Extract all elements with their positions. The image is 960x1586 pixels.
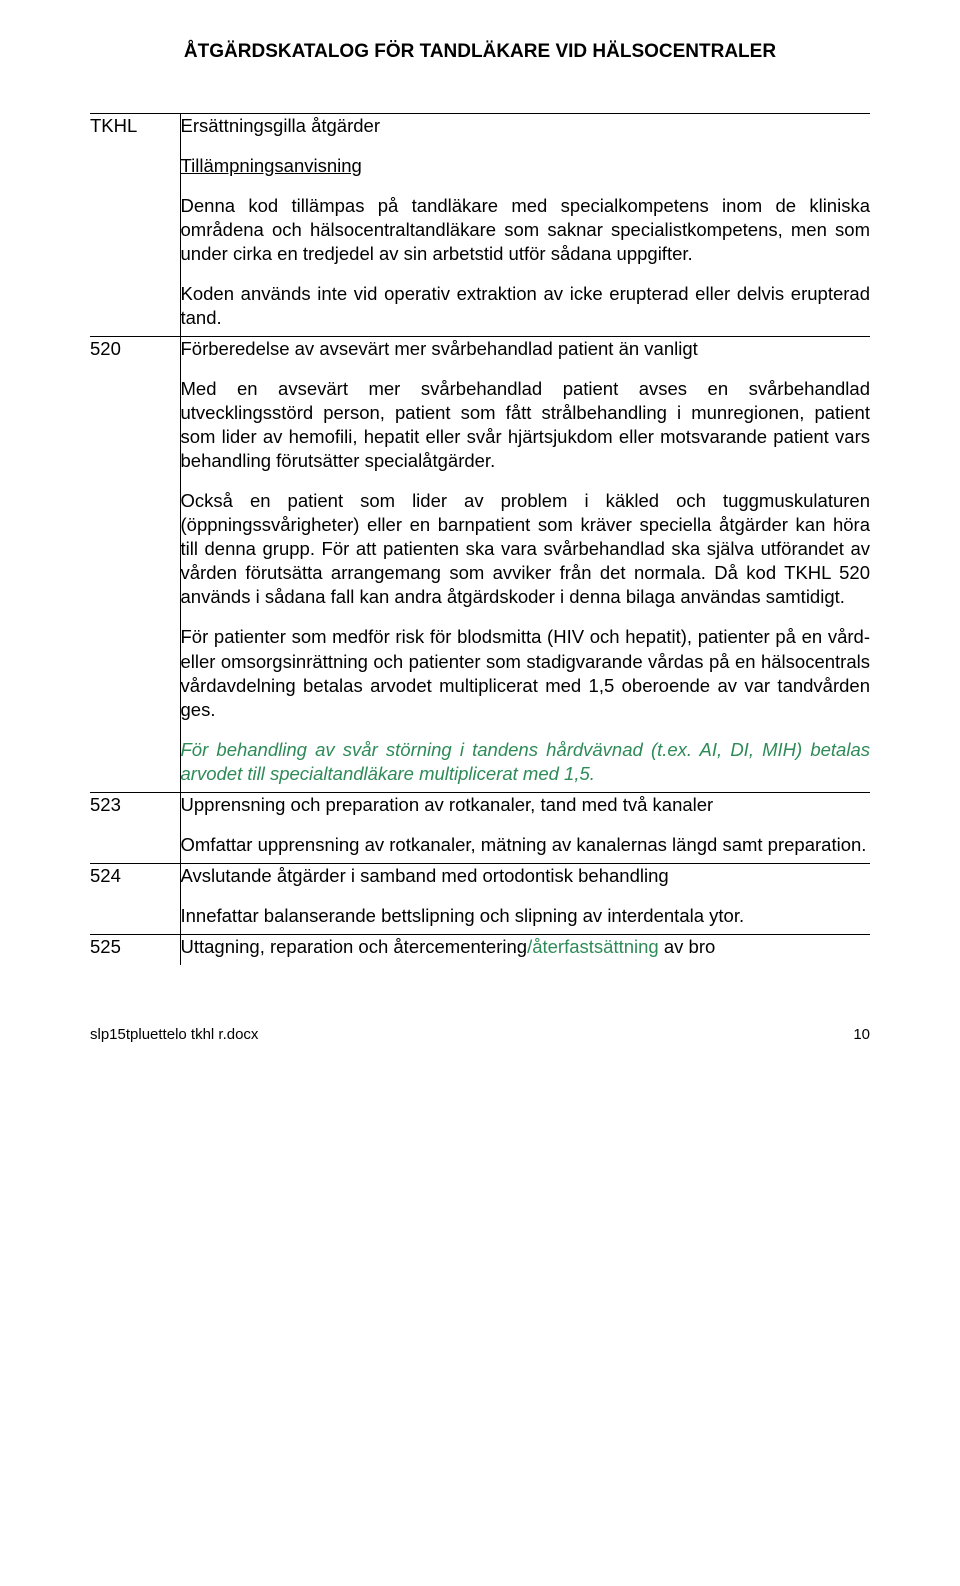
content-cell: Uttagning, reparation och återcementerin… [180, 934, 870, 965]
paragraph: Koden används inte vid operativ extrakti… [181, 282, 871, 330]
footer-filename: slp15tpluettelo tkhl r.docx [90, 1025, 258, 1045]
paragraph: Omfattar upprensning av rotkanaler, mätn… [181, 833, 871, 857]
page-footer: slp15tpluettelo tkhl r.docx 10 [90, 1025, 870, 1045]
row-title: Upprensning och preparation av rotkanale… [181, 793, 871, 817]
title-part-highlight: /återfastsättning [527, 936, 659, 957]
code-cell: 525 [90, 934, 180, 965]
table-row: TKHL Ersättningsgilla åtgärder Tillämpni… [90, 113, 870, 336]
footer-page-number: 10 [853, 1025, 870, 1045]
code-cell: TKHL [90, 113, 180, 336]
row-title: Avslutande åtgärder i samband med ortodo… [181, 864, 871, 888]
code-cell: 523 [90, 792, 180, 863]
page-header: ÅTGÄRDSKATALOG FÖR TANDLÄKARE VID HÄLSOC… [90, 40, 870, 65]
title-part: Uttagning, reparation och återcementerin… [181, 936, 528, 957]
content-cell: Förberedelse av avsevärt mer svårbehandl… [180, 337, 870, 793]
row-title: Förberedelse av avsevärt mer svårbehandl… [181, 337, 871, 361]
paragraph: Denna kod tillämpas på tandläkare med sp… [181, 194, 871, 266]
paragraph: Också en patient som lider av problem i … [181, 489, 871, 609]
content-cell: Ersättningsgilla åtgärder Tillämpningsan… [180, 113, 870, 336]
content-cell: Upprensning och preparation av rotkanale… [180, 792, 870, 863]
table-row: 520 Förberedelse av avsevärt mer svårbeh… [90, 337, 870, 793]
code-cell: 524 [90, 863, 180, 934]
paragraph-note: För behandling av svår störning i tanden… [181, 738, 871, 786]
subheading: Tillämpningsanvisning [181, 154, 871, 178]
table-row: 524 Avslutande åtgärder i samband med or… [90, 863, 870, 934]
paragraph: För patienter som medför risk för blodsm… [181, 625, 871, 721]
paragraph: Med en avsevärt mer svårbehandlad patien… [181, 377, 871, 473]
code-cell: 520 [90, 337, 180, 793]
row-title: Uttagning, reparation och återcementerin… [181, 935, 871, 959]
catalog-table: TKHL Ersättningsgilla åtgärder Tillämpni… [90, 113, 870, 965]
table-row: 525 Uttagning, reparation och återcement… [90, 934, 870, 965]
content-cell: Avslutande åtgärder i samband med ortodo… [180, 863, 870, 934]
row-title: Ersättningsgilla åtgärder [181, 114, 871, 138]
table-row: 523 Upprensning och preparation av rotka… [90, 792, 870, 863]
paragraph: Innefattar balanserande bettslipning och… [181, 904, 871, 928]
title-part: av bro [659, 936, 716, 957]
